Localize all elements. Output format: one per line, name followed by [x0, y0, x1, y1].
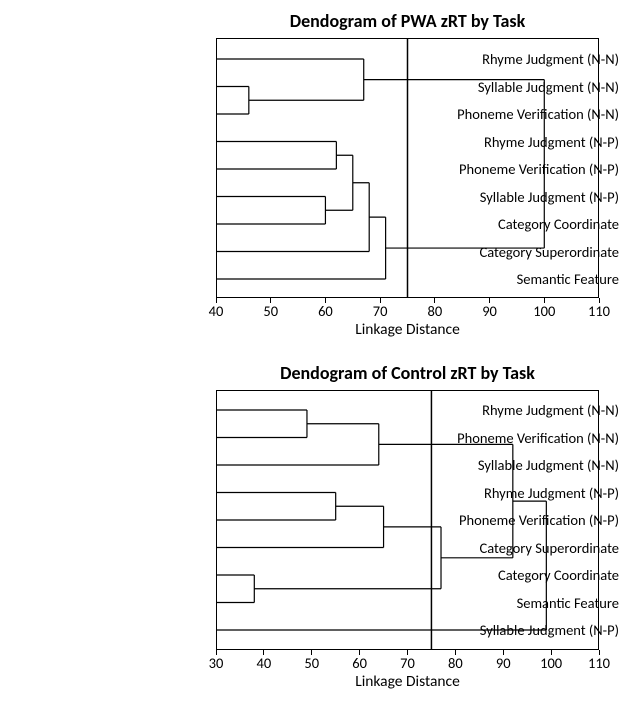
x-tick-label: 90: [496, 654, 511, 672]
x-tick-label: 80: [427, 302, 442, 320]
x-tick-label: 110: [588, 654, 610, 672]
x-tick-label: 70: [373, 302, 388, 320]
dendrogram-lines: [216, 390, 599, 650]
x-tick-label: 40: [209, 302, 224, 320]
dendrogram-chart: Dendogram of Control zRT by TaskRhyme Ju…: [10, 362, 619, 694]
x-axis-label: Linkage Distance: [308, 320, 508, 339]
x-tick-label: 40: [257, 654, 272, 672]
dendrogram-lines: [216, 38, 599, 298]
x-tick-label: 50: [304, 654, 319, 672]
x-tick-label: 90: [482, 302, 497, 320]
x-tick-label: 50: [263, 302, 278, 320]
x-tick-label: 60: [318, 302, 333, 320]
x-tick-label: 110: [588, 302, 610, 320]
x-tick-label: 100: [540, 654, 562, 672]
dendrogram-chart: Dendogram of PWA zRT by TaskRhyme Judgme…: [10, 10, 619, 342]
chart-title: Dendogram of PWA zRT by Task: [216, 10, 599, 32]
x-tick-label: 80: [448, 654, 463, 672]
x-tick-label: 30: [209, 654, 224, 672]
x-tick-label: 70: [400, 654, 415, 672]
x-tick-label: 60: [352, 654, 367, 672]
chart-title: Dendogram of Control zRT by Task: [216, 362, 599, 384]
x-axis-label: Linkage Distance: [308, 672, 508, 691]
x-tick-label: 100: [533, 302, 555, 320]
